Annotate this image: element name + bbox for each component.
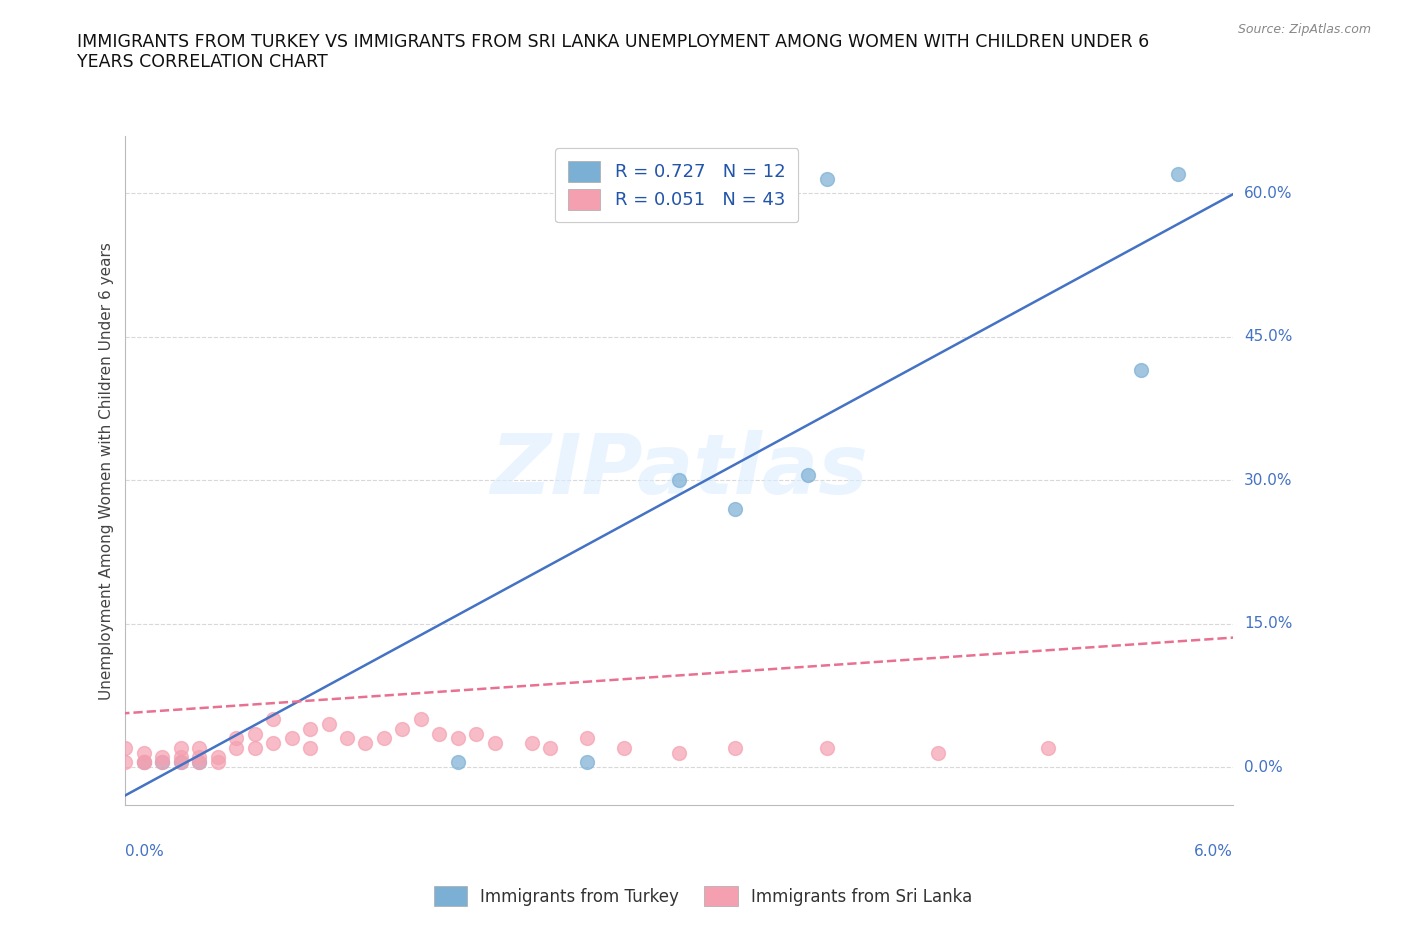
Point — [207, 751, 229, 765]
Point — [668, 745, 690, 760]
Text: 15.0%: 15.0% — [1244, 616, 1292, 631]
Point — [336, 731, 359, 746]
Legend: R = 0.727   N = 12, R = 0.051   N = 43: R = 0.727 N = 12, R = 0.051 N = 43 — [555, 148, 799, 222]
Point — [188, 755, 211, 770]
Point — [114, 740, 136, 755]
Point — [132, 755, 155, 770]
Text: 0.0%: 0.0% — [1244, 760, 1282, 775]
Point — [575, 755, 598, 770]
Point — [538, 740, 561, 755]
Point — [1167, 166, 1189, 181]
Point — [150, 751, 173, 765]
Point — [243, 740, 266, 755]
Point — [114, 755, 136, 770]
Text: IMMIGRANTS FROM TURKEY VS IMMIGRANTS FROM SRI LANKA UNEMPLOYMENT AMONG WOMEN WIT: IMMIGRANTS FROM TURKEY VS IMMIGRANTS FRO… — [77, 33, 1150, 72]
Point — [484, 736, 506, 751]
Point — [723, 501, 745, 516]
Point — [668, 472, 690, 487]
Point — [243, 726, 266, 741]
Text: 30.0%: 30.0% — [1244, 472, 1292, 487]
Point — [520, 736, 543, 751]
Point — [225, 731, 247, 746]
Point — [1129, 363, 1152, 378]
Point — [262, 711, 284, 726]
Text: Source: ZipAtlas.com: Source: ZipAtlas.com — [1237, 23, 1371, 36]
Legend: Immigrants from Turkey, Immigrants from Sri Lanka: Immigrants from Turkey, Immigrants from … — [427, 880, 979, 912]
Point — [723, 740, 745, 755]
Point — [132, 755, 155, 770]
Point — [188, 740, 211, 755]
Point — [132, 745, 155, 760]
Point — [299, 740, 322, 755]
Point — [815, 171, 838, 186]
Text: 6.0%: 6.0% — [1194, 844, 1233, 859]
Point — [927, 745, 949, 760]
Point — [613, 740, 636, 755]
Point — [318, 717, 340, 732]
Point — [132, 755, 155, 770]
Point — [409, 711, 432, 726]
Y-axis label: Unemployment Among Women with Children Under 6 years: Unemployment Among Women with Children U… — [100, 242, 114, 699]
Point — [447, 755, 470, 770]
Text: 0.0%: 0.0% — [125, 844, 165, 859]
Point — [1038, 740, 1060, 755]
Point — [427, 726, 450, 741]
Point — [170, 751, 193, 765]
Point — [797, 468, 820, 483]
Point — [188, 751, 211, 765]
Point — [262, 736, 284, 751]
Point — [150, 755, 173, 770]
Point — [188, 755, 211, 770]
Point — [815, 740, 838, 755]
Point — [465, 726, 488, 741]
Point — [170, 755, 193, 770]
Point — [299, 722, 322, 737]
Text: ZIPatlas: ZIPatlas — [491, 430, 868, 512]
Point — [170, 740, 193, 755]
Point — [225, 740, 247, 755]
Point — [354, 736, 377, 751]
Point — [170, 755, 193, 770]
Point — [575, 731, 598, 746]
Text: 45.0%: 45.0% — [1244, 329, 1292, 344]
Point — [207, 755, 229, 770]
Point — [447, 731, 470, 746]
Point — [280, 731, 302, 746]
Point — [373, 731, 395, 746]
Text: 60.0%: 60.0% — [1244, 186, 1292, 201]
Point — [150, 755, 173, 770]
Point — [391, 722, 413, 737]
